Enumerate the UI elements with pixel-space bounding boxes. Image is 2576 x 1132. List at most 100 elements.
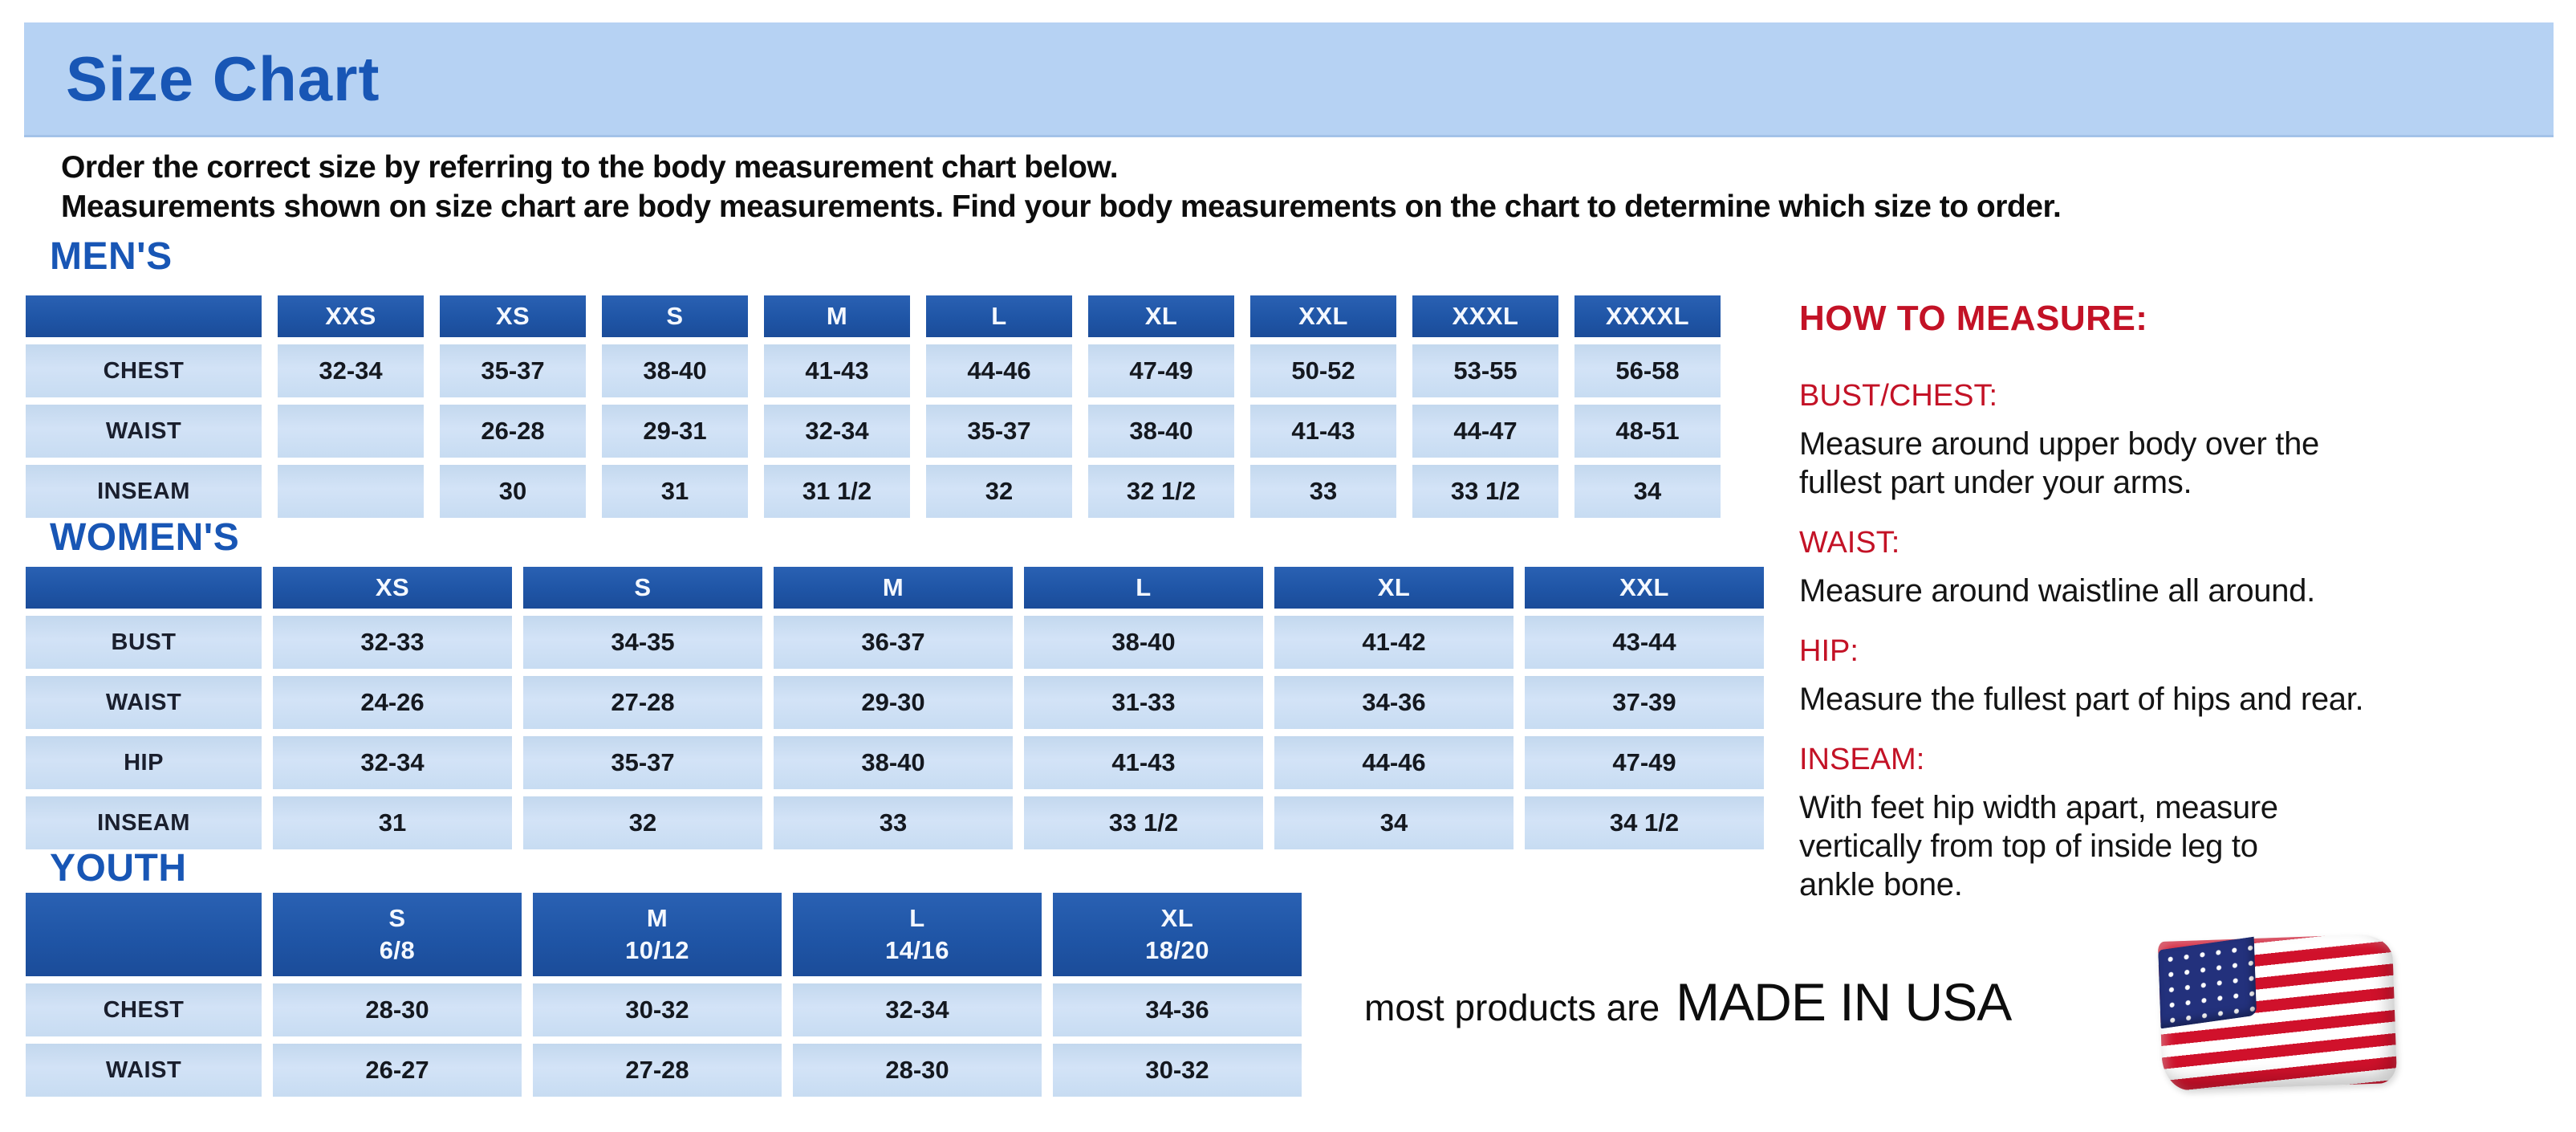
usa-note-prefix: most products are — [1364, 987, 1660, 1028]
value-cell: 35-37 — [926, 405, 1072, 458]
value-cell: 44-46 — [926, 344, 1072, 397]
value-cell: 41-42 — [1274, 616, 1514, 669]
value-cell: 47-49 — [1088, 344, 1234, 397]
intro-text: Order the correct size by referring to t… — [61, 150, 2062, 224]
value-cell: 38-40 — [774, 736, 1013, 789]
value-cell: 33 1/2 — [1024, 796, 1263, 849]
mens-section-heading: MEN'S — [50, 235, 173, 278]
row-label-cell: WAIST — [26, 405, 262, 458]
value-cell — [278, 465, 424, 518]
us-flag-icon — [2157, 933, 2398, 1092]
size-header-cell: XXL — [1250, 295, 1396, 337]
size-header-cell: S — [602, 295, 748, 337]
value-cell: 29-31 — [602, 405, 748, 458]
value-cell: 27-28 — [523, 676, 762, 729]
value-cell: 38-40 — [1024, 616, 1263, 669]
womens-table: XS S M L XL XXL BUST 32-33 34-35 36-37 38-40 41-42 4… — [26, 567, 1764, 849]
value-cell: 26-28 — [440, 405, 586, 458]
row-label-cell: CHEST — [26, 983, 262, 1036]
value-cell: 35-37 — [440, 344, 586, 397]
value-cell: 53-55 — [1412, 344, 1558, 397]
row-label-cell: CHEST — [26, 344, 262, 397]
page-title: Size Chart — [66, 43, 380, 114]
value-cell: 28-30 — [793, 1044, 1042, 1097]
value-cell: 24-26 — [273, 676, 512, 729]
measure-label-hip: HIP: — [1799, 634, 1859, 668]
value-cell: 41-43 — [1250, 405, 1396, 458]
size-header-cell: L — [926, 295, 1072, 337]
value-cell: 34-35 — [523, 616, 762, 669]
measure-text-bust-chest: Measure around upper body over the fulle… — [1799, 426, 2320, 500]
size-header-cell: XL 18/20 — [1053, 893, 1302, 976]
value-cell: 31 — [602, 465, 748, 518]
value-cell: 31 1/2 — [764, 465, 910, 518]
youth-table: S 6/8 M 10/12 L 14/16 XL 18/20 CHEST 28-30 30-… — [26, 893, 1302, 1097]
row-label-cell: BUST — [26, 616, 262, 669]
value-cell: 33 — [1250, 465, 1396, 518]
title-banner: Size Chart — [24, 22, 2554, 137]
value-cell: 43-44 — [1525, 616, 1764, 669]
value-cell: 37-39 — [1525, 676, 1764, 729]
row-label-cell: WAIST — [26, 1044, 262, 1097]
value-cell: 41-43 — [764, 344, 910, 397]
value-cell: 34 1/2 — [1525, 796, 1764, 849]
corner-cell — [26, 893, 262, 976]
size-header-cell: S — [523, 567, 762, 609]
value-cell: 29-30 — [774, 676, 1013, 729]
size-header-cell: XS — [273, 567, 512, 609]
size-header-cell: L 14/16 — [793, 893, 1042, 976]
value-cell — [278, 405, 424, 458]
value-cell: 32 1/2 — [1088, 465, 1234, 518]
value-cell: 44-47 — [1412, 405, 1558, 458]
measure-text-inseam: With feet hip width apart, measure verti… — [1799, 790, 2278, 902]
value-cell: 33 1/2 — [1412, 465, 1558, 518]
value-cell: 32 — [926, 465, 1072, 518]
value-cell: 26-27 — [273, 1044, 522, 1097]
size-header-cell: XXXXL — [1574, 295, 1721, 337]
womens-section-heading: WOMEN'S — [50, 516, 240, 559]
value-cell: 31-33 — [1024, 676, 1263, 729]
value-cell: 32-34 — [764, 405, 910, 458]
usa-note-emphasis: MADE IN USA — [1676, 972, 2012, 1032]
value-cell: 28-30 — [273, 983, 522, 1036]
measure-label-waist: WAIST: — [1799, 526, 1900, 560]
value-cell: 36-37 — [774, 616, 1013, 669]
value-cell: 48-51 — [1574, 405, 1721, 458]
size-header-cell: S 6/8 — [273, 893, 522, 976]
size-header-cell: M — [774, 567, 1013, 609]
value-cell: 35-37 — [523, 736, 762, 789]
value-cell: 32-34 — [278, 344, 424, 397]
size-header-cell: M 10/12 — [533, 893, 782, 976]
value-cell: 32-34 — [273, 736, 512, 789]
value-cell: 33 — [774, 796, 1013, 849]
value-cell: 38-40 — [1088, 405, 1234, 458]
value-cell: 41-43 — [1024, 736, 1263, 789]
measure-text-hip: Measure the fullest part of hips and rea… — [1799, 682, 2364, 717]
value-cell: 56-58 — [1574, 344, 1721, 397]
value-cell: 34-36 — [1053, 983, 1302, 1036]
size-header-cell: XL — [1088, 295, 1234, 337]
value-cell: 30-32 — [1053, 1044, 1302, 1097]
corner-cell — [26, 295, 262, 337]
value-cell: 31 — [273, 796, 512, 849]
value-cell: 34 — [1274, 796, 1514, 849]
size-header-cell: XXXL — [1412, 295, 1558, 337]
row-label-cell: INSEAM — [26, 465, 262, 518]
size-header-cell: XXL — [1525, 567, 1764, 609]
how-to-measure-panel: HOW TO MEASURE: BUST/CHEST: Measure arou… — [1799, 299, 2546, 928]
measure-label-bust-chest: BUST/CHEST: — [1799, 379, 1998, 413]
value-cell: 47-49 — [1525, 736, 1764, 789]
value-cell: 32-34 — [793, 983, 1042, 1036]
corner-cell — [26, 567, 262, 609]
value-cell: 30 — [440, 465, 586, 518]
size-header-cell: M — [764, 295, 910, 337]
how-to-measure-title: HOW TO MEASURE: — [1799, 299, 2148, 338]
value-cell: 32 — [523, 796, 762, 849]
value-cell: 30-32 — [533, 983, 782, 1036]
size-header-cell: XXS — [278, 295, 424, 337]
value-cell: 38-40 — [602, 344, 748, 397]
us-flag-canton — [2158, 936, 2257, 1029]
size-header-cell: XL — [1274, 567, 1514, 609]
value-cell: 34-36 — [1274, 676, 1514, 729]
